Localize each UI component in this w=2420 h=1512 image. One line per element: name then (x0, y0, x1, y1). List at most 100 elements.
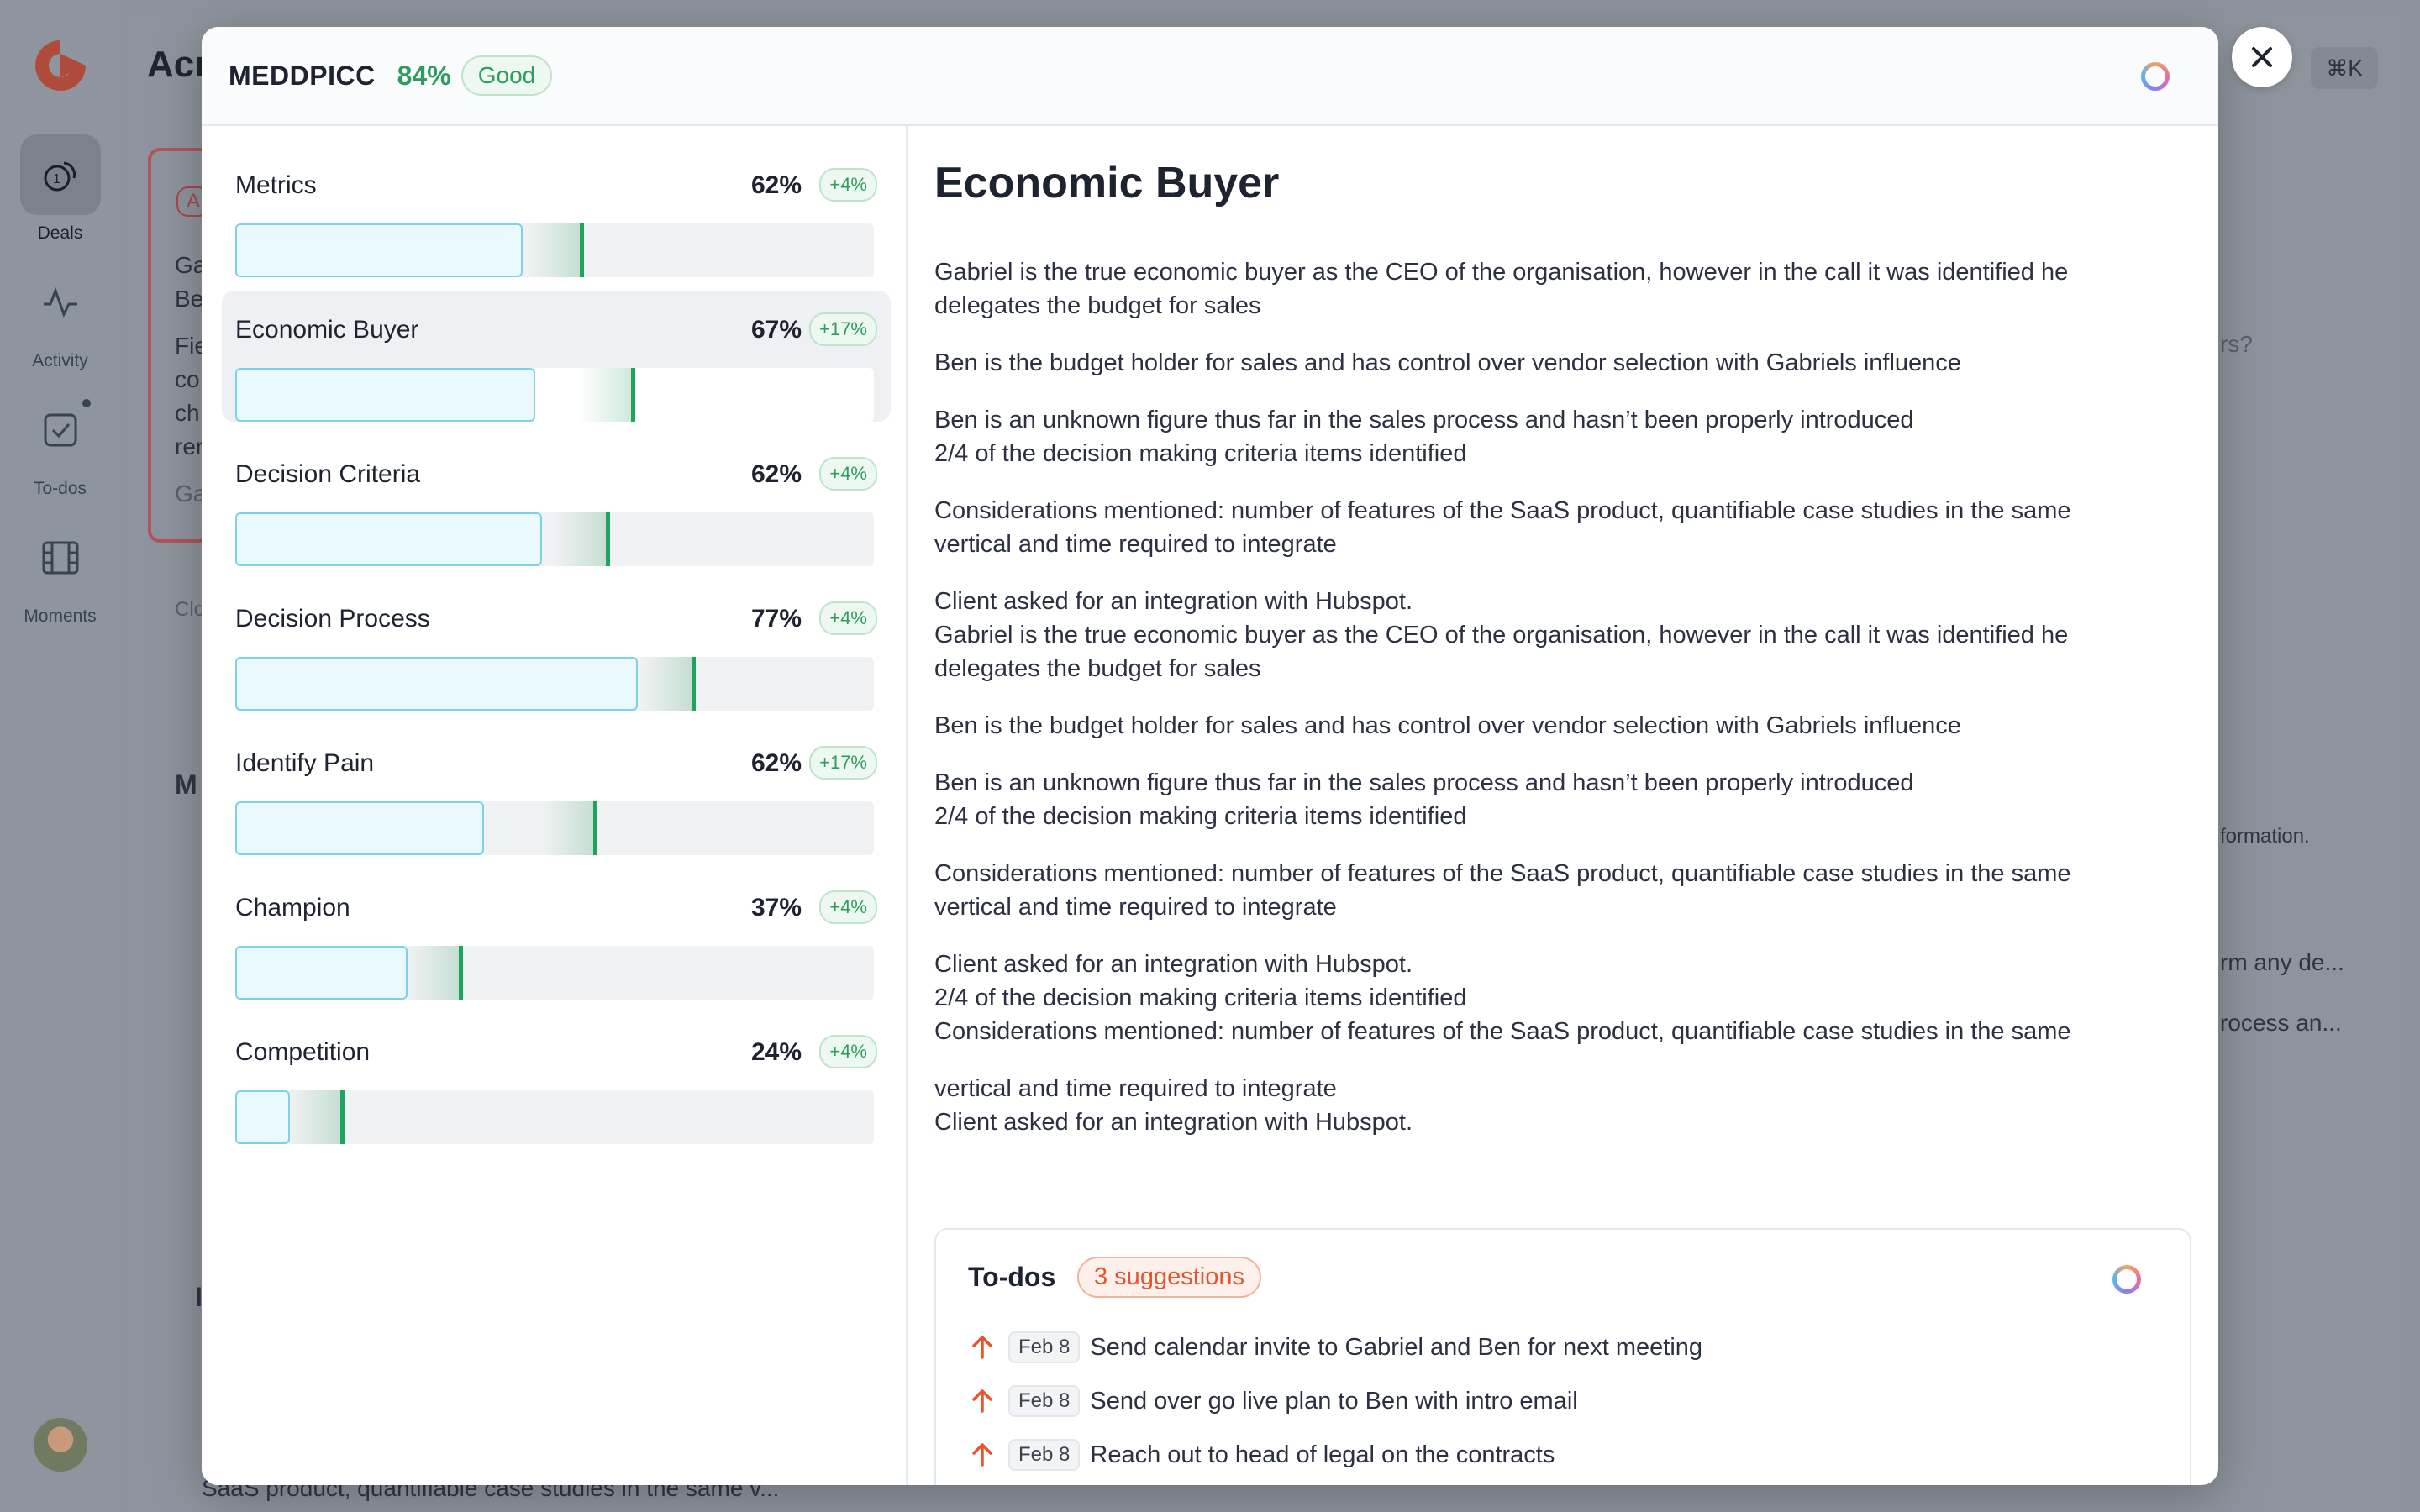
target-marker (580, 223, 584, 277)
sidebar-item-deals[interactable]: 1 Deals (0, 134, 120, 244)
detail-line: Considerations mentioned: number of feat… (934, 1018, 2071, 1045)
metrics-list: Metrics 62% +4% Economic Buyer 67% +17% Decisi… (202, 126, 908, 1485)
progress-gradient (407, 946, 459, 1000)
modal-title: MEDDPICC (229, 60, 376, 91)
background-text: formation. (2220, 825, 2310, 848)
background-text: rocess an... (2220, 1010, 2342, 1036)
metric-row[interactable]: Decision Criteria 62% +4% (222, 435, 891, 566)
film-icon (42, 541, 78, 575)
todo-item[interactable]: Feb 8 Send calendar invite to Gabriel and… (968, 1329, 1702, 1366)
loading-spinner-icon (2112, 1265, 2141, 1294)
priority-arrow-icon (972, 1336, 992, 1359)
detail-line: Client asked for an integration with Hub… (934, 951, 1413, 978)
todo-text: Reach out to head of legal on the contra… (1090, 1441, 1555, 1468)
metric-row[interactable]: Champion 37% +4% (222, 869, 891, 1000)
metric-row[interactable]: Identify Pain 62% +17% (222, 724, 891, 855)
modal-header: MEDDPICC 84% Good (202, 27, 2218, 126)
todo-item[interactable]: Feb 8 Send over go live plan to Ben with … (968, 1383, 1578, 1420)
detail-line: Ben is the budget holder for sales and h… (934, 712, 1961, 739)
detail-line: Client asked for an integration with Hub… (934, 588, 1413, 615)
activity-icon (43, 286, 77, 318)
checkbox-icon (44, 413, 76, 447)
loading-spinner-icon (2141, 62, 2170, 91)
background-text: ch (175, 400, 200, 426)
progress-track (235, 368, 874, 422)
sidebar-item-label: Moments (24, 606, 97, 626)
detail-line: Gabriel is the true economic buyer as th… (934, 259, 2069, 286)
progress-fill (235, 512, 542, 566)
progress-gradient (554, 512, 606, 566)
meddpicc-modal: MEDDPICC 84% Good Metrics 62% +4% Economic … (202, 27, 2218, 1485)
detail-line: Ben is an unknown figure thus far in the… (934, 769, 1914, 796)
target-marker (593, 801, 597, 855)
metric-delta-badge: +4% (819, 890, 877, 924)
detail-line: 2/4 of the decision making criteria item… (934, 803, 1467, 830)
progress-gradient (541, 801, 593, 855)
sidebar-item-activity[interactable]: Activity (0, 262, 120, 371)
target-marker (340, 1090, 345, 1144)
notification-dot (82, 399, 91, 407)
metric-score: 77% (750, 605, 802, 633)
detail-line: delegates the budget for sales (934, 292, 1261, 319)
background-text: co (175, 366, 200, 392)
background-heading: M (175, 769, 197, 800)
metric-row[interactable]: Decision Process 77% +4% (222, 580, 891, 711)
background-text: rer (175, 433, 204, 459)
progress-track (235, 1090, 874, 1144)
sidebar-item-moments[interactable]: Moments (0, 517, 120, 627)
avatar[interactable] (34, 1418, 87, 1472)
svg-text:1: 1 (53, 172, 60, 186)
close-icon (2252, 47, 2272, 67)
todo-date: Feb 8 (1008, 1331, 1081, 1363)
progress-gradient (528, 223, 580, 277)
detail-line: Considerations mentioned: number of feat… (934, 497, 2071, 524)
progress-track (235, 657, 874, 711)
progress-fill (235, 657, 638, 711)
detail-line: delegates the budget for sales (934, 655, 1261, 682)
metric-name: Decision Criteria (235, 460, 421, 488)
metric-row[interactable]: Competition 24% +4% (222, 1013, 891, 1144)
progress-fill (235, 801, 484, 855)
company-logo-icon[interactable] (32, 37, 89, 94)
metric-name: Champion (235, 894, 350, 921)
background-text: rs? (2220, 331, 2253, 357)
metric-score: 67% (750, 316, 802, 344)
detail-line: 2/4 of the decision making criteria item… (934, 440, 1467, 467)
suggestions-badge[interactable]: 3 suggestions (1077, 1257, 1261, 1298)
sidebar-item-todos[interactable]: To-dos (0, 390, 120, 499)
todo-item[interactable]: Feb 8 Reach out to head of legal on the c… (968, 1436, 1555, 1473)
metric-delta-badge: +17% (809, 312, 877, 346)
detail-line: vertical and time required to integrate (934, 1075, 1337, 1102)
detail-pane: Economic Buyer Gabriel is the true econo… (909, 126, 2218, 1485)
metric-name: Decision Process (235, 605, 430, 633)
metric-delta-badge: +17% (809, 746, 877, 780)
target-marker (459, 946, 463, 1000)
metric-name: Identify Pain (235, 749, 375, 777)
metric-score: 62% (750, 460, 802, 488)
todos-card: To-dos 3 suggestions Feb 8 Send calendar … (934, 1228, 2191, 1485)
metric-name: Economic Buyer (235, 316, 419, 344)
sidebar-item-label: Activity (32, 351, 88, 370)
progress-gradient (639, 657, 692, 711)
metric-delta-badge: +4% (819, 168, 877, 202)
detail-line: Ben is the budget holder for sales and h… (934, 349, 1961, 376)
metric-row[interactable]: Metrics 62% +4% (222, 146, 891, 277)
progress-gradient (579, 368, 631, 422)
target-marker (692, 657, 696, 711)
todo-text: Send calendar invite to Gabriel and Ben … (1090, 1333, 1703, 1361)
overall-score: 84% (397, 60, 451, 91)
todo-date: Feb 8 (1008, 1385, 1081, 1417)
detail-line: 2/4 of the decision making criteria item… (934, 984, 1467, 1011)
priority-arrow-icon (972, 1389, 992, 1413)
metric-row[interactable]: Economic Buyer 67% +17% (222, 291, 891, 422)
progress-gradient (288, 1090, 340, 1144)
close-button[interactable] (2232, 27, 2292, 87)
metric-score: 62% (750, 749, 802, 777)
metric-score: 62% (750, 171, 802, 199)
sidebar-nav: 1 Deals Activity To-dos Moments (0, 0, 120, 1512)
sidebar-item-label: Deals (37, 223, 83, 243)
priority-arrow-icon (972, 1443, 992, 1467)
todo-date: Feb 8 (1008, 1439, 1081, 1471)
detail-title: Economic Buyer (934, 159, 1280, 207)
detail-line: vertical and time required to integrate (934, 531, 1337, 558)
